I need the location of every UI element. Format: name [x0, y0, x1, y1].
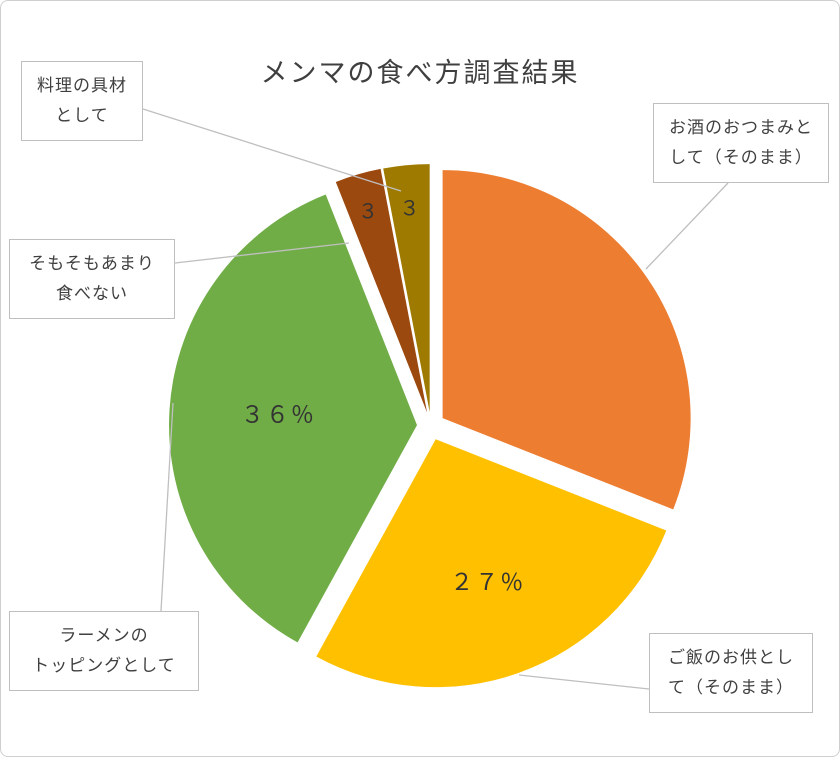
data-labels-group: ２７％ ３６％ ３ ３	[241, 198, 525, 595]
pie-slice-rarely-eat	[335, 168, 428, 413]
pie-slice-alcohol-snack	[442, 170, 691, 510]
leader-line-cooking-ingredient	[142, 108, 402, 192]
data-label-rice-companion: ２７％	[450, 569, 525, 595]
pie-slices-group	[169, 164, 691, 688]
pie-slice-rice-companion	[316, 439, 667, 688]
leader-line-ramen-topping	[160, 402, 174, 612]
pie-slice-cooking-ingredient	[383, 164, 430, 413]
leader-lines-group	[142, 108, 729, 690]
data-label-cooking-ingredient: ３	[400, 198, 422, 220]
leader-line-rarely-eat	[174, 242, 350, 264]
chart-title: メンマの食べ方調査結果	[260, 58, 580, 88]
data-label-ramen-topping: ３６％	[241, 401, 316, 427]
callout-ramen-topping: ラーメンの トッピングとして	[9, 611, 199, 691]
pie-slice-ramen-topping	[169, 194, 417, 643]
leader-line-alcohol-snack	[645, 182, 729, 270]
callout-rice-companion: ご飯のお供とし て（そのまま）	[649, 633, 813, 713]
data-label-rarely-eat: ３	[358, 201, 380, 223]
callout-alcohol-snack: お酒のおつまみと して（そのまま）	[653, 103, 829, 183]
callout-rarely-eat: そもそもあまり 食べない	[9, 239, 175, 319]
leader-line-rice-companion	[518, 674, 650, 690]
callout-cooking-ingredient: 料理の具材 として	[21, 61, 143, 141]
